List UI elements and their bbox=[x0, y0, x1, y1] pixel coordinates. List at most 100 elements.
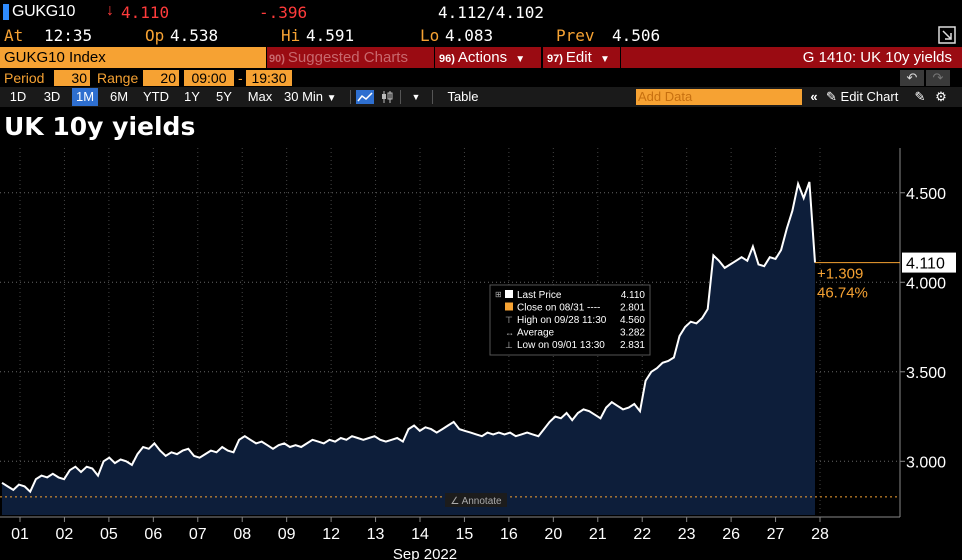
x-tick-label: 02 bbox=[56, 526, 74, 543]
x-axis-title: Sep 2022 bbox=[393, 546, 457, 560]
table-button[interactable]: Table bbox=[447, 89, 479, 104]
prev-value: 4.506 bbox=[612, 26, 661, 45]
legend-label: Last Price bbox=[517, 290, 562, 301]
x-tick-label: 23 bbox=[678, 526, 696, 543]
range-6m-button[interactable]: 6M bbox=[109, 89, 129, 104]
range-ytd-button[interactable]: YTD bbox=[143, 89, 169, 104]
x-tick-label: 05 bbox=[100, 526, 118, 543]
chevron-down-icon: ▼ bbox=[599, 54, 610, 65]
legend-swatch bbox=[505, 302, 513, 311]
time-start-input[interactable]: 09:00 bbox=[184, 70, 234, 86]
chart-toolbar: 1D 3D 1M 6M YTD 1Y 5Y Max 30 Min ▼ ▼ Tab… bbox=[0, 87, 962, 107]
y-tick-label: 4.000 bbox=[906, 275, 946, 292]
x-tick-label: 21 bbox=[589, 526, 607, 543]
y-tick-label: 4.500 bbox=[906, 186, 946, 203]
legend-label: Low on 09/01 13:30 bbox=[517, 340, 605, 351]
net-change: -.396 bbox=[259, 3, 308, 22]
range-1d-button[interactable]: 1D bbox=[9, 89, 27, 104]
legend-value: 4.560 bbox=[620, 315, 645, 326]
ticker-symbol[interactable]: GUKG10 bbox=[12, 3, 76, 20]
function-title: G 1410: UK 10y yields bbox=[621, 47, 962, 68]
range-1m-button[interactable]: 1M bbox=[72, 88, 98, 106]
low-value: 4.083 bbox=[445, 26, 494, 45]
edit-menu-button[interactable]: 97) Edit ▼ bbox=[543, 47, 620, 68]
y-tick-label: 3.500 bbox=[906, 365, 946, 382]
legend-label: High on 09/28 11:30 bbox=[517, 315, 607, 326]
time-end-input[interactable]: 19:30 bbox=[246, 70, 292, 86]
actions-label: Actions bbox=[457, 49, 508, 66]
series-line bbox=[1, 180, 816, 494]
redo-icon[interactable]: ↷ bbox=[926, 70, 950, 86]
x-tick-label: 16 bbox=[500, 526, 518, 543]
candlestick-icon[interactable] bbox=[380, 90, 394, 104]
x-tick-label: 22 bbox=[633, 526, 651, 543]
x-tick-label: 12 bbox=[322, 526, 340, 543]
gear-icon[interactable]: ⚙ bbox=[935, 89, 947, 104]
range-5y-button[interactable]: 5Y bbox=[216, 89, 232, 104]
last-price: 4.110 bbox=[121, 3, 170, 22]
interval-label: 30 Min bbox=[284, 89, 324, 104]
period-label: Period bbox=[4, 70, 45, 86]
chevron-down-icon: ▼ bbox=[326, 93, 337, 104]
toolbar-divider bbox=[432, 90, 433, 104]
legend-label: Average bbox=[517, 328, 555, 339]
chart-title: UK 10y yields bbox=[4, 112, 196, 141]
chevron-down-icon: ▼ bbox=[515, 54, 526, 65]
bid-ask: 4.112/4.102 bbox=[438, 3, 544, 22]
annotate-button bbox=[445, 493, 507, 507]
period-row: Period 30 Range 20 09:00 - 19:30 ↶ ↷ bbox=[0, 68, 962, 87]
settings-icon[interactable]: ✎ bbox=[914, 89, 926, 104]
y-tick-label: 3.000 bbox=[906, 454, 946, 471]
down-arrow-icon: ↓ bbox=[106, 2, 114, 19]
x-tick-label: 26 bbox=[722, 526, 740, 543]
open-value: 4.538 bbox=[170, 26, 219, 45]
line-chart-icon[interactable] bbox=[356, 90, 374, 104]
range-3d-button[interactable]: 3D bbox=[43, 89, 61, 104]
suggested-charts-button[interactable]: 90) Suggested Charts bbox=[267, 47, 434, 68]
toolbar-divider bbox=[400, 90, 401, 104]
actions-number: 96) bbox=[439, 53, 455, 65]
undo-icon[interactable]: ↶ bbox=[900, 70, 924, 86]
high-label: Hi bbox=[281, 26, 301, 45]
high-value: 4.591 bbox=[306, 26, 355, 45]
suggested-charts-label: Suggested Charts bbox=[287, 49, 408, 66]
legend-value: 3.282 bbox=[620, 328, 645, 339]
x-tick-label: 01 bbox=[11, 526, 29, 543]
legend-symbol: ⊥ bbox=[505, 340, 513, 350]
range-label: Range bbox=[97, 70, 139, 86]
legend-label: Close on 08/31 ---- bbox=[517, 303, 600, 314]
quote-header: GUKG10 ↓ 4.110 -.396 4.112/4.102 bbox=[0, 0, 962, 24]
legend-value: 2.801 bbox=[620, 303, 645, 314]
at-value: 12:35 bbox=[44, 26, 93, 45]
actions-menu-button[interactable]: 96) Actions ▼ bbox=[435, 47, 541, 68]
pct-change-annotation: 46.74% bbox=[817, 285, 868, 302]
expand-window-icon[interactable] bbox=[938, 26, 956, 44]
legend-symbol: ⊤ bbox=[505, 315, 513, 325]
x-tick-label: 08 bbox=[233, 526, 251, 543]
security-input[interactable]: GUKG10 Index bbox=[0, 47, 266, 68]
x-tick-label: 27 bbox=[767, 526, 785, 543]
series-area bbox=[2, 182, 815, 515]
annotate-label: ∠ Annotate bbox=[450, 496, 502, 507]
last-price-tag bbox=[902, 252, 956, 273]
chart-type-chevron-icon[interactable]: ▼ bbox=[411, 92, 421, 102]
at-label: At bbox=[4, 26, 24, 45]
quote-stats: At 12:35 Op 4.538 Hi 4.591 Lo 4.083 Prev… bbox=[0, 24, 962, 46]
legend-toggle-icon: ⊞ bbox=[495, 290, 502, 299]
pencil-icon: ✎ bbox=[826, 89, 837, 104]
range-max-button[interactable]: Max bbox=[247, 89, 273, 104]
range-1y-button[interactable]: 1Y bbox=[184, 89, 200, 104]
collapse-left-icon[interactable]: « bbox=[810, 89, 818, 104]
add-data-input[interactable]: Add Data bbox=[636, 89, 802, 105]
last-price-tag-label: 4.110 bbox=[906, 256, 945, 273]
legend-box bbox=[489, 284, 651, 356]
interval-dropdown[interactable]: 30 Min ▼ bbox=[284, 88, 346, 106]
time-separator: - bbox=[238, 70, 243, 86]
price-chart[interactable]: 3.000 3.500 4.000 4.500 01 02 05 06 07 08 09 12 13 14… bbox=[0, 108, 962, 560]
x-tick-label: 09 bbox=[278, 526, 296, 543]
edit-chart-button[interactable]: ✎ Edit Chart bbox=[826, 88, 908, 106]
period-input[interactable]: 30 bbox=[54, 70, 90, 86]
range-input[interactable]: 20 bbox=[143, 70, 179, 86]
legend-value: 4.110 bbox=[621, 290, 646, 301]
legend-value: 2.831 bbox=[620, 340, 645, 351]
